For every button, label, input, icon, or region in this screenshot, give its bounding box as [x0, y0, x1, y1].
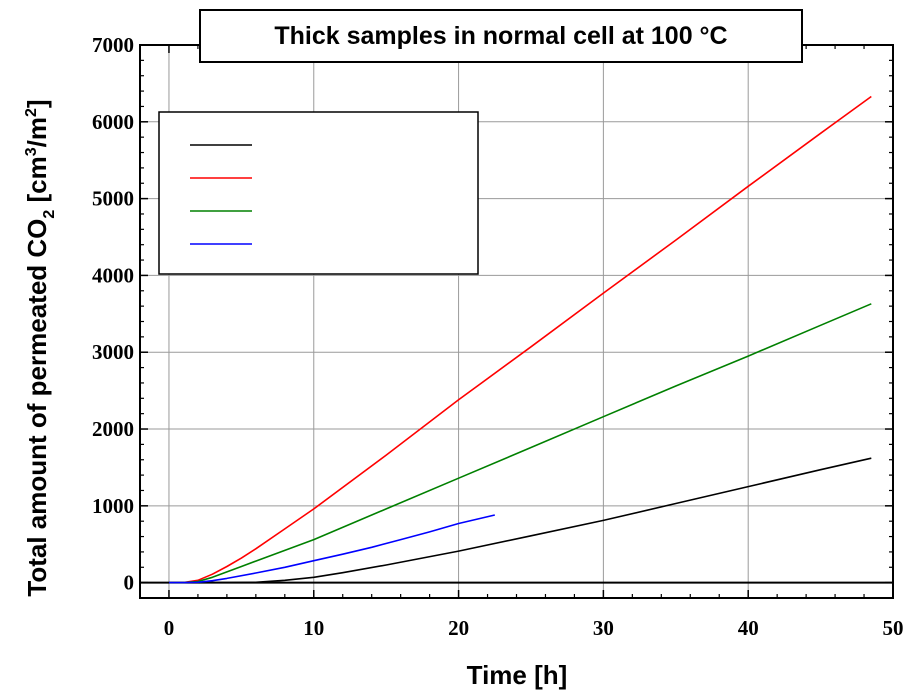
y-tick-label: 2000	[92, 417, 134, 441]
x-tick-label: 10	[303, 616, 324, 640]
y-axis-title-unit-open: [cm	[22, 156, 52, 209]
x-tick-label: 40	[738, 616, 759, 640]
y-tick-label: 3000	[92, 340, 134, 364]
y-tick-label: 0	[124, 571, 135, 595]
y-tick-label: 6000	[92, 110, 134, 134]
series-lines	[169, 95, 872, 584]
y-tick-label: 4000	[92, 263, 134, 287]
series-line-2	[169, 95, 872, 584]
x-axis-title: Time [h]	[467, 660, 568, 690]
series-line-4	[169, 514, 495, 584]
legend	[158, 111, 479, 275]
chart-title-box: Thick samples in normal cell at 100 °C	[199, 9, 803, 63]
chart-title: Thick samples in normal cell at 100 °C	[274, 22, 727, 50]
series-line-3	[169, 303, 872, 584]
x-tick-label: 20	[448, 616, 469, 640]
x-tick-label: 0	[164, 616, 175, 640]
y-axis-title-unit-mid: /m	[22, 117, 52, 147]
tick-labels: 0 10 20 30 40 50 0 1000 2000 3000 4000 5000 6000 7000	[92, 33, 904, 640]
legend-box	[158, 111, 479, 275]
y-tick-label: 5000	[92, 187, 134, 211]
y-axis-title-sup2: 2	[23, 108, 40, 117]
y-axis-title-unit-close: ]	[22, 99, 52, 108]
title-box	[199, 9, 803, 63]
y-tick-label: 1000	[92, 494, 134, 518]
series-line-1	[169, 457, 872, 584]
x-tick-label: 50	[883, 616, 904, 640]
y-tick-label: 7000	[92, 33, 134, 57]
axis-ticks	[140, 44, 894, 598]
y-axis-title-main: Total amount of permeated CO	[22, 219, 52, 597]
x-tick-label: 30	[593, 616, 614, 640]
y-axis-title: Total amount of permeated CO2 [cm3/m2]	[22, 99, 58, 596]
y-axis-title-subscript: 2	[41, 210, 58, 219]
y-axis-title-sup1: 3	[23, 147, 40, 156]
